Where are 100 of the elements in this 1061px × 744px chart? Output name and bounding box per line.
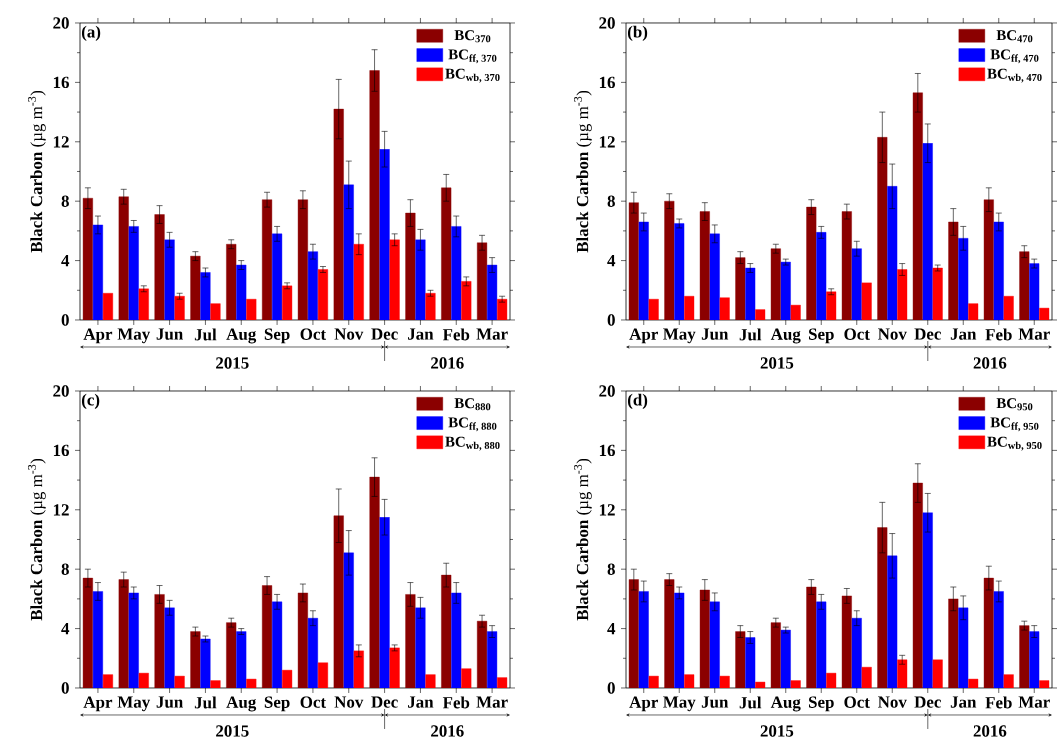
legend-label: BC$_{ff, 880}$ — [448, 417, 497, 432]
bar — [851, 248, 862, 320]
y-tick-label: 8 — [61, 195, 69, 207]
y-tick-label: 20 — [53, 385, 69, 397]
bar — [887, 555, 898, 688]
bar — [816, 232, 827, 320]
legend-label: BC$_{470}$ — [996, 30, 1033, 43]
y-tick-label: 16 — [53, 444, 69, 457]
text: 2016 — [431, 357, 464, 369]
x-tick-label: Oct — [300, 696, 327, 708]
annotation: (d) — [627, 393, 648, 410]
bar — [1029, 263, 1040, 320]
x-tick-label: May — [117, 328, 151, 344]
x-tick-label: Sep — [264, 328, 290, 344]
annotation: (c) — [81, 393, 100, 410]
y-tick-label: 20 — [599, 385, 615, 397]
annotation: (a) — [81, 25, 101, 42]
y-tick-label: 20 — [53, 17, 69, 29]
y-tick-label: 8 — [61, 563, 69, 575]
bar — [851, 617, 862, 688]
bar — [745, 267, 756, 320]
y-axis-title: Black Carbon (µg m$^{-3}$) — [573, 458, 592, 621]
y-tick-label: 12 — [599, 504, 615, 516]
legend-label: BC$_{ff, 470}$ — [990, 49, 1039, 64]
x-tick-label: Mar — [476, 696, 508, 708]
bar — [674, 592, 685, 688]
bar — [958, 607, 969, 688]
x-tick-label: Jan — [950, 328, 977, 340]
y-tick-label: 12 — [53, 136, 69, 148]
legend-label: BC$_{wb, 470}$ — [987, 68, 1042, 83]
legend-label: BC$_{wb, 950}$ — [987, 436, 1042, 451]
x-tick-label: May — [663, 328, 696, 344]
bar — [709, 233, 720, 320]
x-tick-label: Dec — [371, 696, 398, 708]
x-tick-label: Oct — [844, 696, 870, 708]
x-tick-label: Jun — [701, 696, 729, 708]
bar — [887, 186, 898, 320]
x-tick-label: Sep — [808, 696, 834, 712]
x-tick-label: Apr — [629, 696, 658, 712]
y-tick-label: 16 — [599, 444, 615, 457]
x-tick-label: Oct — [300, 328, 327, 340]
x-tick-label: Feb — [985, 328, 1012, 341]
x-tick-label: Dec — [914, 696, 941, 708]
x-tick-label: Feb — [442, 328, 470, 341]
text: 2015 — [216, 357, 249, 369]
x-tick-label: Jun — [701, 328, 729, 340]
y-axis-title: Black Carbon (µg m$^{-3}$) — [27, 458, 46, 621]
bar — [1029, 631, 1040, 688]
x-tick-label: Mar — [1018, 328, 1050, 340]
bar — [780, 629, 791, 688]
x-tick-label: Jul — [739, 328, 762, 341]
x-tick-label: Nov — [334, 696, 364, 708]
x-tick-label: May — [663, 696, 696, 712]
bar — [922, 143, 933, 320]
x-tick-label: May — [117, 696, 151, 712]
legend-label: BC$_{wb, 370}$ — [445, 68, 500, 83]
x-tick-label: Nov — [878, 328, 907, 340]
y-tick-label: 16 — [53, 76, 69, 89]
bar — [958, 238, 969, 320]
text: 2015 — [760, 357, 794, 369]
bar — [993, 221, 1004, 320]
y-tick-label: 12 — [53, 504, 69, 516]
y-tick-label: 4 — [607, 255, 616, 267]
x-tick-label: Jan — [950, 696, 977, 708]
x-tick-label: Aug — [770, 328, 801, 344]
y-tick-label: 12 — [599, 136, 615, 148]
y-tick-label: 8 — [607, 563, 615, 575]
x-tick-label: Aug — [770, 696, 801, 712]
bar — [816, 601, 827, 688]
x-tick-label: Sep — [808, 328, 834, 344]
x-tick-label: Aug — [226, 328, 257, 344]
legend-label: BC$_{950}$ — [996, 398, 1033, 411]
legend-label: BC$_{ff, 370}$ — [448, 49, 497, 64]
y-axis-title: Black Carbon (µg m$^{-3}$) — [27, 90, 46, 253]
x-tick-label: Jul — [194, 696, 217, 709]
text: 2016 — [973, 357, 1007, 369]
y-tick-label: 0 — [607, 682, 615, 694]
y-tick-label: 0 — [607, 314, 615, 326]
x-tick-label: Apr — [83, 696, 113, 712]
x-tick-label: Jan — [408, 328, 434, 340]
text: 2016 — [431, 725, 464, 737]
y-tick-label: 4 — [61, 623, 70, 635]
x-tick-label: Nov — [334, 328, 364, 340]
legend-label: BC$_{wb, 880}$ — [445, 436, 500, 451]
bar — [993, 591, 1004, 688]
legend-label: BC$_{880}$ — [454, 398, 491, 411]
y-tick-label: 20 — [599, 17, 615, 29]
bar — [674, 223, 685, 320]
bar — [638, 221, 649, 320]
text: 2016 — [973, 725, 1007, 737]
y-tick-label: 4 — [61, 255, 70, 267]
x-tick-label: Jul — [194, 328, 217, 341]
y-tick-label: 8 — [607, 195, 615, 207]
x-tick-label: Mar — [1018, 696, 1050, 708]
bar — [709, 601, 720, 688]
y-axis-title: Black Carbon (µg m$^{-3}$) — [573, 90, 592, 253]
legend-label: BC$_{ff, 950}$ — [990, 417, 1039, 432]
x-tick-label: Jul — [739, 696, 762, 709]
y-tick-label: 4 — [607, 623, 616, 635]
x-tick-label: Dec — [914, 328, 941, 340]
